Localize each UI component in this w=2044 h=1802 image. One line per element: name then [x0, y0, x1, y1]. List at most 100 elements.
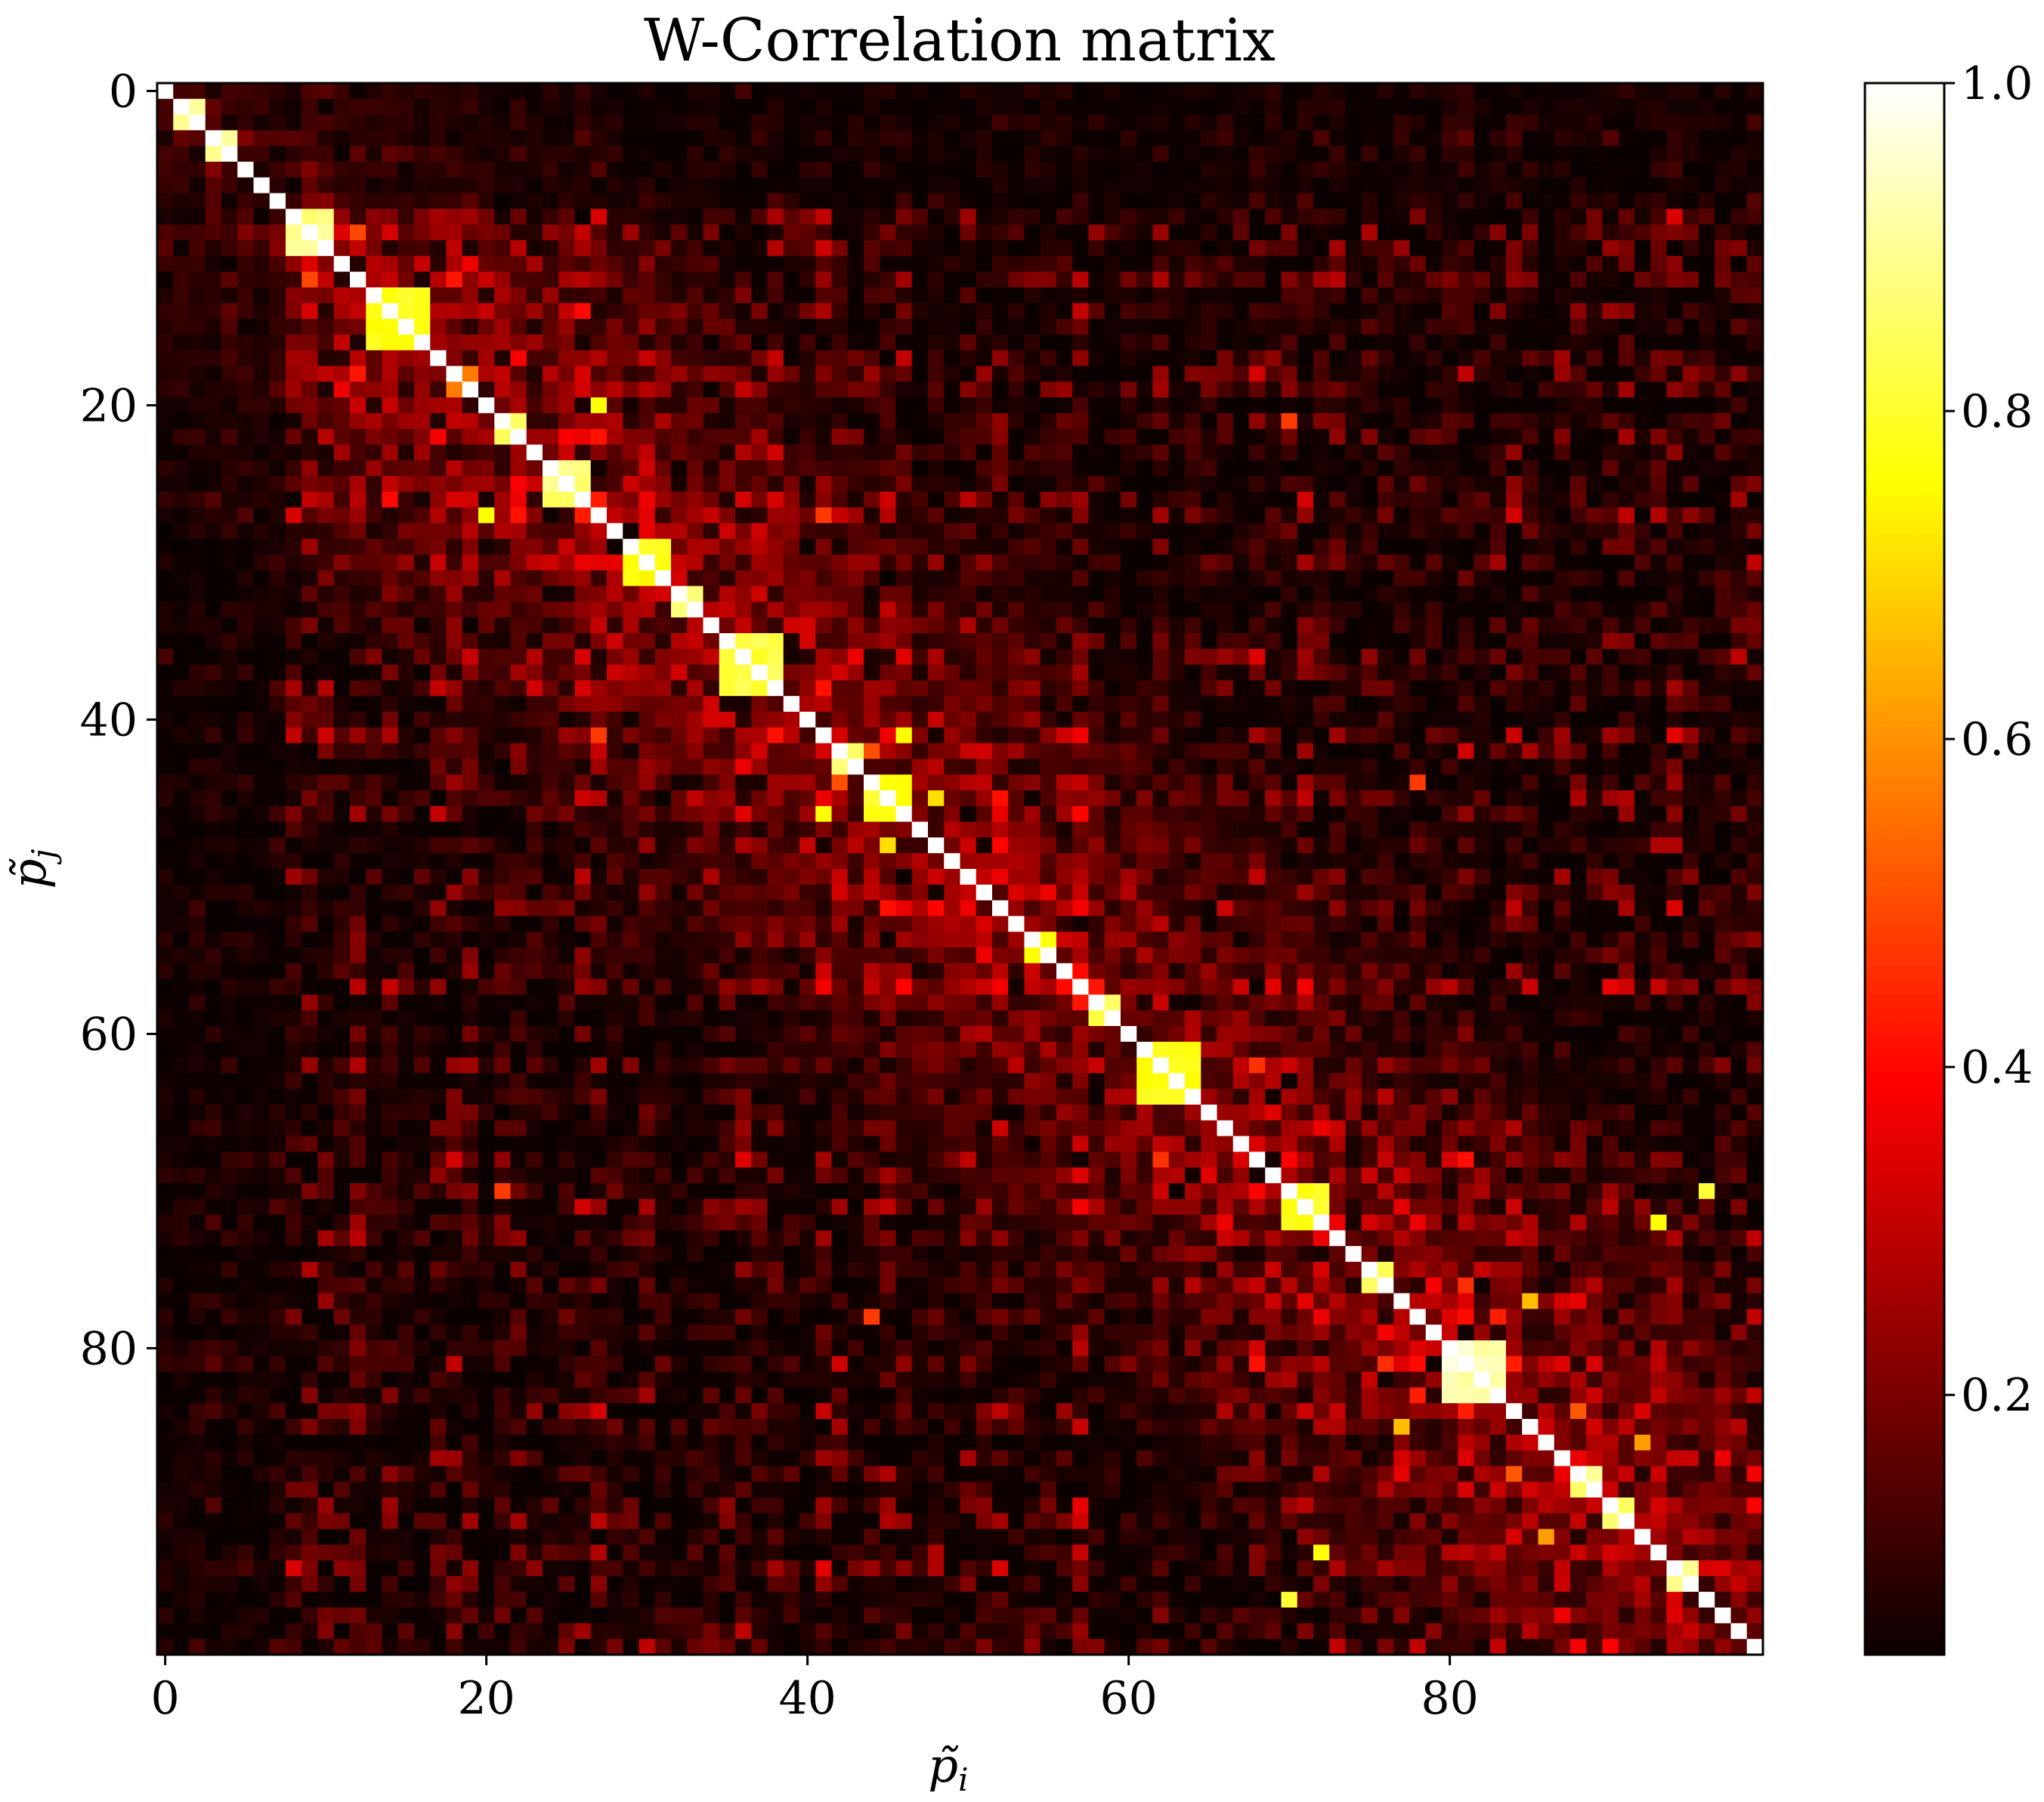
heatmap-cell	[494, 555, 512, 571]
heatmap-cell	[157, 805, 174, 823]
heatmap-cell	[992, 601, 1009, 618]
heatmap-cell	[1666, 98, 1684, 116]
heatmap-cell	[269, 240, 286, 257]
heatmap-cell	[767, 130, 784, 147]
heatmap-cell	[944, 319, 961, 335]
heatmap-cell	[574, 319, 592, 335]
heatmap-cell	[976, 444, 993, 461]
heatmap-cell	[333, 98, 351, 116]
heatmap-cell	[1265, 303, 1282, 320]
heatmap-cell	[1554, 366, 1571, 382]
heatmap-cell	[478, 555, 495, 571]
heatmap-cell	[253, 821, 271, 838]
heatmap-cell	[1570, 759, 1587, 775]
heatmap-cell	[1458, 617, 1475, 634]
heatmap-cell	[1152, 837, 1170, 854]
heatmap-cell	[1232, 428, 1250, 445]
heatmap-cell	[269, 633, 286, 650]
heatmap-cell	[1329, 271, 1347, 288]
heatmap-cell	[350, 146, 366, 162]
heatmap-cell	[976, 727, 993, 744]
heatmap-cell	[590, 303, 608, 320]
heatmap-cell	[1506, 460, 1523, 477]
heatmap-cell	[1361, 743, 1378, 759]
heatmap-cell	[430, 319, 447, 335]
heatmap-cell	[446, 539, 463, 555]
heatmap-cell	[157, 382, 174, 398]
heatmap-cell	[1136, 712, 1154, 728]
heatmap-cell	[590, 759, 608, 775]
heatmap-cell	[1634, 633, 1651, 650]
heatmap-cell	[558, 334, 576, 351]
heatmap-cell	[382, 476, 399, 493]
heatmap-cell	[1040, 209, 1057, 225]
heatmap-cell	[928, 696, 945, 712]
heatmap-cell	[1602, 146, 1619, 162]
heatmap-cell	[1345, 491, 1362, 508]
heatmap-cell	[301, 727, 319, 744]
heatmap-cell	[173, 366, 190, 382]
heatmap-cell	[1730, 177, 1748, 194]
heatmap-cell	[976, 523, 993, 539]
heatmap-cell	[1088, 303, 1105, 320]
heatmap-cell	[543, 507, 559, 524]
heatmap-cell	[1088, 743, 1105, 759]
heatmap-cell	[1489, 555, 1507, 571]
heatmap-cell	[831, 523, 849, 539]
heatmap-cell	[269, 382, 286, 398]
heatmap-cell	[1329, 633, 1347, 650]
heatmap-cell	[1152, 319, 1170, 335]
heatmap-cell	[639, 287, 656, 304]
heatmap-cell	[173, 460, 190, 477]
heatmap-cell	[1378, 98, 1394, 116]
heatmap-cell	[1425, 460, 1443, 477]
heatmap-cell	[397, 460, 415, 477]
heatmap-cell	[221, 633, 238, 650]
heatmap-cell	[1201, 774, 1218, 791]
heatmap-cell	[960, 240, 977, 257]
heatmap-cell	[350, 334, 366, 351]
heatmap-cell	[157, 350, 174, 366]
heatmap-cell	[1650, 287, 1668, 304]
heatmap-cell	[269, 664, 286, 681]
heatmap-cell	[1297, 648, 1314, 666]
heatmap-cell	[269, 83, 286, 100]
heatmap-cell	[1570, 633, 1587, 650]
heatmap-cell	[1666, 413, 1684, 430]
heatmap-cell	[1265, 586, 1282, 602]
heatmap-cell	[1378, 664, 1394, 681]
heatmap-cell	[960, 586, 977, 602]
heatmap-cell	[1008, 476, 1025, 493]
heatmap-cell	[1378, 255, 1394, 273]
heatmap-cell	[783, 696, 800, 712]
heatmap-cell	[366, 774, 383, 791]
heatmap-cell	[510, 696, 527, 712]
heatmap-cell	[157, 98, 174, 116]
heatmap-cell	[366, 193, 383, 209]
heatmap-cell	[462, 382, 479, 398]
heatmap-cell	[1506, 98, 1523, 116]
heatmap-cell	[269, 98, 286, 116]
heatmap-cell	[510, 130, 527, 147]
heatmap-cell	[1329, 83, 1347, 100]
heatmap-cell	[831, 177, 849, 194]
heatmap-cell	[1618, 601, 1635, 618]
heatmap-cell	[1136, 507, 1154, 524]
heatmap-cell	[671, 413, 688, 430]
heatmap-cell	[911, 287, 929, 304]
heatmap-cell	[446, 240, 463, 257]
heatmap-cell	[687, 287, 704, 304]
heatmap-cell	[815, 586, 833, 602]
heatmap-cell	[1088, 114, 1105, 131]
heatmap-cell	[895, 539, 913, 555]
heatmap-cell	[944, 601, 961, 618]
heatmap-cell	[1265, 224, 1282, 241]
heatmap-cell	[494, 664, 512, 681]
heatmap-cell	[1730, 146, 1748, 162]
heatmap-cell	[719, 743, 736, 759]
heatmap-cell	[1281, 444, 1298, 461]
heatmap-cell	[1746, 413, 1764, 430]
heatmap-cell	[1586, 586, 1603, 602]
heatmap-cell	[1345, 790, 1362, 807]
heatmap-cell	[462, 287, 479, 304]
